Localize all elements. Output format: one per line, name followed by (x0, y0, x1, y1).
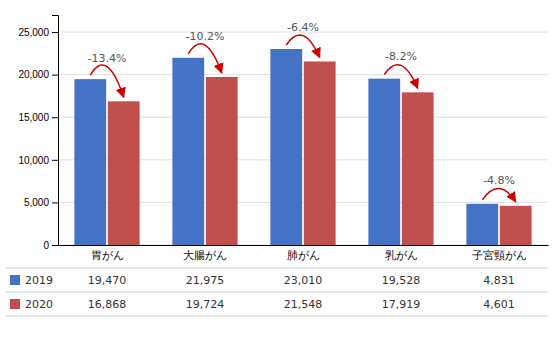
data-label: 4,831 (483, 274, 515, 287)
y-tick-mark (52, 160, 58, 161)
bar (108, 101, 140, 245)
x-axis-line (59, 245, 549, 246)
y-tick-label: 15,000 (18, 112, 49, 123)
legend-label: 2020 (25, 298, 53, 311)
bar (304, 61, 336, 245)
legend-label: 2019 (25, 274, 53, 287)
y-tick: 10,000 (18, 155, 58, 166)
plot-area (74, 35, 531, 245)
change-arrow (482, 189, 515, 202)
table-rule (6, 268, 548, 269)
y-tick: 25,000 (18, 27, 58, 38)
y-tick-label: 0 (43, 240, 49, 251)
y-tick-label: 10,000 (18, 155, 49, 166)
x-tick-label: 子宮頸がん (472, 249, 527, 261)
pct-change-label: -10.2% (186, 30, 225, 43)
data-label: 16,868 (88, 298, 127, 311)
y-tick-mark (52, 32, 58, 33)
x-tick: 胃がん (91, 249, 124, 261)
data-label: 21,548 (284, 298, 323, 311)
x-tick: 大腸がん (183, 249, 227, 261)
bar (206, 77, 238, 245)
y-tick-mark (52, 117, 58, 118)
grid-line (58, 74, 548, 75)
x-tick: 肺がん (287, 249, 320, 261)
y-tick-label: 20,000 (18, 69, 49, 80)
bar (368, 79, 400, 245)
y-tick: 5,000 (24, 197, 58, 208)
bar (466, 204, 498, 245)
data-label: 19,470 (88, 274, 127, 287)
x-tick-label: 大腸がん (183, 249, 227, 261)
pct-change-label: -13.4% (88, 52, 127, 65)
chart: 0 5,000 10,000 15,000 20,000 25,000 胃がん 大腸がん 肺がん… (0, 0, 560, 347)
change-arrow (384, 65, 417, 89)
pct-change-label: -4.8% (483, 174, 515, 187)
x-tick-label: 胃がん (91, 249, 124, 261)
y-axis-line (52, 16, 59, 246)
x-tick: 子宮頸がん (472, 249, 527, 261)
x-tick-label: 肺がん (287, 249, 320, 261)
y-tick-label: 25,000 (18, 27, 49, 38)
x-axis: 胃がん 大腸がん 肺がん 乳がん 子宮頸がん (59, 246, 549, 261)
annotations: -13.4% -10.2% -6.4% -8.2% -4.8% (88, 21, 515, 187)
y-tick-label: 5,000 (24, 197, 49, 208)
y-tick-mark (52, 245, 58, 246)
pct-change-label: -6.4% (287, 21, 319, 34)
y-tick: 20,000 (18, 69, 58, 80)
data-table: 2019 19,470 21,975 23,010 19,528 4,831 2020 16,… (6, 268, 548, 316)
change-arrow (286, 35, 319, 57)
bar-series (74, 49, 498, 245)
table-rule (6, 316, 548, 317)
data-label: 17,919 (382, 298, 421, 311)
data-label: 19,724 (186, 298, 225, 311)
legend-swatch (10, 299, 20, 309)
table-rule (6, 292, 548, 293)
bar (270, 49, 302, 245)
x-tick-label: 乳がん (385, 249, 418, 261)
legend-swatch (10, 275, 20, 285)
x-tick: 乳がん (385, 249, 418, 261)
data-label: 23,010 (284, 274, 323, 287)
change-arrow (188, 44, 221, 73)
y-tick: 0 (43, 240, 58, 251)
change-arrow (90, 65, 123, 97)
grid (58, 32, 548, 245)
bar (500, 206, 532, 245)
data-label: 19,528 (382, 274, 421, 287)
pct-change-label: -8.2% (385, 50, 417, 63)
y-tick: 15,000 (18, 112, 58, 123)
bar (402, 92, 434, 245)
bar-series (108, 61, 532, 245)
y-axis: 0 5,000 10,000 15,000 20,000 25,000 (18, 16, 58, 251)
y-tick-mark (52, 202, 58, 203)
data-label: 4,601 (483, 298, 515, 311)
bar (172, 58, 204, 245)
data-label: 21,975 (186, 274, 225, 287)
bar (74, 79, 106, 245)
y-tick-mark (52, 75, 58, 76)
